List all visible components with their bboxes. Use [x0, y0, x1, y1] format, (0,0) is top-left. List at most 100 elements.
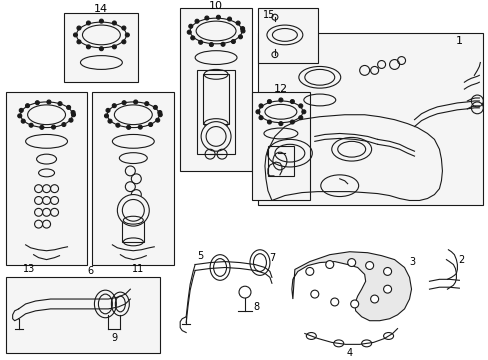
Circle shape [221, 42, 224, 46]
Bar [6, 92, 87, 265]
Circle shape [77, 40, 81, 44]
Circle shape [330, 298, 338, 306]
Bar [258, 33, 482, 206]
Text: 14: 14 [93, 4, 107, 14]
Circle shape [104, 114, 108, 118]
Circle shape [198, 40, 202, 44]
Circle shape [236, 21, 240, 25]
Circle shape [144, 102, 148, 105]
Circle shape [122, 26, 125, 30]
Circle shape [62, 123, 66, 126]
Circle shape [155, 118, 160, 122]
Circle shape [278, 122, 283, 126]
Circle shape [216, 15, 220, 19]
Circle shape [204, 16, 208, 20]
Circle shape [58, 102, 62, 105]
Circle shape [158, 111, 162, 114]
Circle shape [227, 17, 231, 21]
Circle shape [99, 47, 103, 51]
Circle shape [25, 104, 29, 108]
Polygon shape [291, 252, 411, 321]
Circle shape [231, 40, 235, 44]
Circle shape [259, 116, 263, 120]
Circle shape [255, 110, 260, 114]
Text: 12: 12 [273, 84, 287, 94]
Circle shape [267, 100, 271, 104]
Circle shape [21, 119, 25, 123]
Circle shape [365, 262, 373, 270]
Circle shape [138, 125, 142, 129]
Circle shape [126, 125, 130, 129]
Circle shape [77, 26, 81, 30]
Circle shape [158, 113, 162, 117]
Circle shape [86, 45, 90, 49]
Text: 9: 9 [111, 333, 117, 343]
Circle shape [241, 29, 244, 33]
Text: 1: 1 [455, 36, 462, 46]
Bar [197, 71, 235, 154]
Circle shape [148, 123, 152, 126]
Text: 15: 15 [263, 10, 275, 20]
Circle shape [66, 105, 70, 109]
Circle shape [125, 33, 129, 37]
Bar [258, 8, 317, 63]
Text: 10: 10 [209, 1, 223, 12]
Text: 2: 2 [457, 255, 464, 265]
Circle shape [350, 300, 358, 308]
Circle shape [153, 105, 157, 109]
Text: 3: 3 [408, 257, 415, 266]
Circle shape [298, 116, 302, 120]
Text: 6: 6 [87, 266, 93, 276]
Text: 11: 11 [132, 265, 144, 274]
Circle shape [69, 118, 73, 122]
Circle shape [370, 295, 378, 303]
Circle shape [106, 108, 110, 112]
Bar [6, 277, 160, 353]
Circle shape [40, 125, 44, 129]
Bar [251, 92, 309, 201]
Circle shape [298, 104, 302, 108]
Circle shape [290, 100, 294, 104]
Text: 13: 13 [22, 265, 35, 274]
Circle shape [267, 120, 271, 124]
Circle shape [117, 194, 149, 226]
Text: 7: 7 [268, 253, 274, 263]
Circle shape [383, 285, 391, 293]
Circle shape [18, 114, 21, 118]
Circle shape [195, 19, 199, 23]
Text: 8: 8 [252, 302, 259, 312]
Bar [180, 8, 251, 171]
Bar [92, 92, 174, 265]
Bar [63, 13, 138, 82]
Circle shape [108, 119, 112, 123]
Circle shape [201, 122, 230, 151]
Circle shape [51, 125, 56, 129]
Text: 5: 5 [197, 251, 203, 261]
Circle shape [47, 100, 51, 104]
Circle shape [112, 45, 116, 49]
Text: 4: 4 [346, 348, 352, 358]
Circle shape [35, 101, 39, 105]
Circle shape [86, 21, 90, 25]
Circle shape [290, 120, 294, 124]
Circle shape [116, 123, 120, 127]
Circle shape [305, 267, 313, 275]
Circle shape [190, 36, 194, 40]
Circle shape [112, 104, 116, 108]
Circle shape [301, 110, 305, 114]
Circle shape [19, 108, 23, 112]
Circle shape [71, 111, 75, 114]
Circle shape [122, 40, 125, 44]
Bar [203, 74, 228, 123]
Circle shape [29, 123, 33, 127]
Circle shape [383, 267, 391, 275]
Circle shape [347, 258, 355, 266]
Circle shape [187, 30, 191, 34]
Circle shape [71, 113, 75, 117]
Circle shape [133, 100, 138, 104]
Circle shape [238, 35, 242, 39]
Circle shape [240, 27, 244, 31]
Bar [267, 146, 293, 176]
Circle shape [325, 261, 333, 269]
Circle shape [112, 21, 116, 25]
